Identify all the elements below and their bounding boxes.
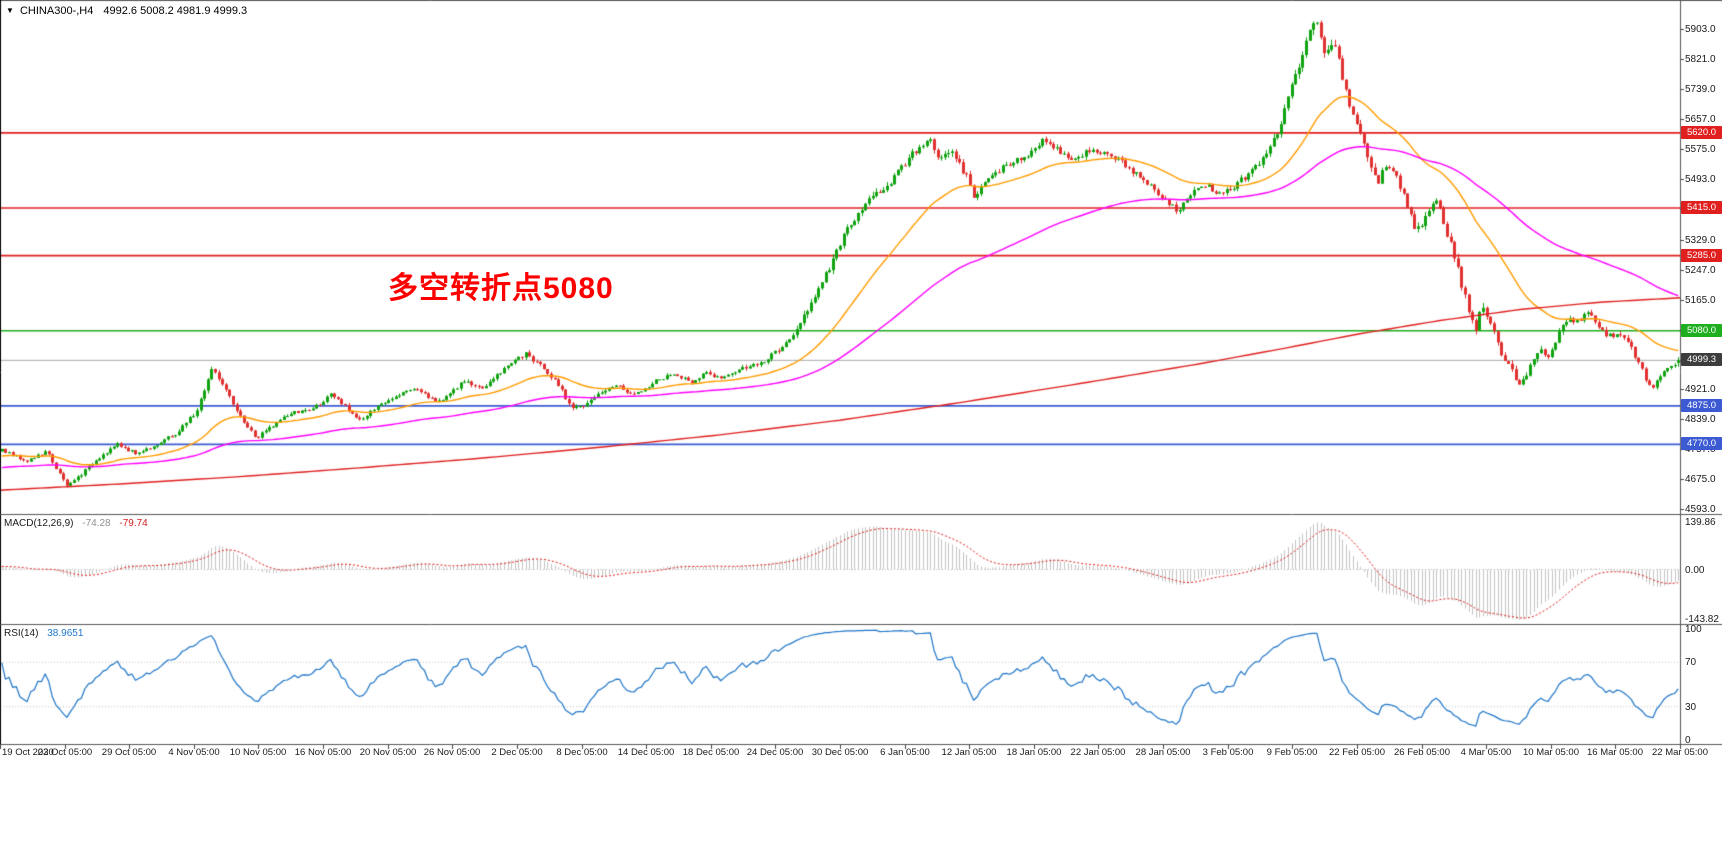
macd-title: MACD(12,26,9) (4, 518, 74, 529)
date-label: 16 Mar 05:00 (1587, 747, 1643, 758)
price-axis-label: 4839.0 (1685, 414, 1716, 425)
rsi-axis-label: 30 (1685, 702, 1697, 713)
symbol-timeframe-label: CHINA300-,H4 (19, 5, 94, 17)
date-label: 4 Nov 05:00 (168, 747, 220, 758)
date-label: 19 Oct 2020 (2, 747, 54, 758)
date-label: 10 Mar 05:00 (1523, 747, 1579, 758)
date-label: 12 Jan 05:00 (941, 747, 997, 758)
date-label: 2 Dec 05:00 (491, 747, 543, 758)
date-label: 9 Feb 05:00 (1266, 747, 1318, 758)
price-axis-label: 4675.0 (1685, 474, 1716, 485)
date-label: 18 Jan 05:00 (1006, 747, 1062, 758)
price-axis-label: 5903.0 (1685, 24, 1716, 35)
ohlc-values: 4992.6 5008.2 4981.9 4999.3 (103, 5, 248, 17)
date-label: 22 Feb 05:00 (1329, 747, 1385, 758)
price-tag-4770.0[interactable]: 4770.0 (1681, 437, 1722, 450)
price-axis-label: 4921.0 (1685, 384, 1716, 395)
date-label: 28 Jan 05:00 (1135, 747, 1191, 758)
date-label: 14 Dec 05:00 (617, 747, 675, 758)
rsi-axis-label: 70 (1685, 657, 1697, 668)
date-label: 18 Dec 05:00 (682, 747, 740, 758)
macd-value-signal: -79.74 (119, 518, 148, 529)
date-label: 26 Feb 05:00 (1394, 747, 1450, 758)
date-label: 10 Nov 05:00 (229, 747, 287, 758)
price-tag-5285.0[interactable]: 5285.0 (1681, 249, 1722, 262)
date-label: 24 Dec 05:00 (746, 747, 804, 758)
date-label: 23 Oct 05:00 (37, 747, 93, 758)
price-axis-label: 5657.0 (1685, 114, 1716, 125)
rsi-title: RSI(14) (4, 628, 39, 639)
rsi-value: 38.9651 (47, 628, 84, 639)
price-axis-label: 5329.0 (1685, 235, 1716, 246)
price-axis-label: 5165.0 (1685, 295, 1716, 306)
chart-header: ▼ CHINA300-,H4 4992.6 5008.2 4981.9 4999… (6, 5, 247, 17)
current-price-tag[interactable]: 4999.3 (1681, 353, 1722, 366)
rsi-axis-label: 100 (1685, 624, 1702, 635)
price-axis-label: 4593.0 (1685, 504, 1716, 515)
date-label: 22 Mar 05:00 (1652, 747, 1708, 758)
macd-value-main: -74.28 (82, 518, 111, 529)
price-axis-label: 5247.0 (1685, 265, 1716, 276)
date-label: 30 Dec 05:00 (811, 747, 869, 758)
date-label: 8 Dec 05:00 (556, 747, 608, 758)
rsi-indicator-label: RSI(14) 38.9651 (4, 628, 83, 639)
price-axis-label: 5575.0 (1685, 144, 1716, 155)
price-tag-5415.0[interactable]: 5415.0 (1681, 201, 1722, 214)
price-tag-4875.0[interactable]: 4875.0 (1681, 399, 1722, 412)
macd-axis-label: 0.00 (1685, 565, 1705, 576)
annotation-text[interactable]: 多空转折点5080 (388, 272, 614, 305)
date-label: 20 Nov 05:00 (359, 747, 417, 758)
price-axis-label: 5493.0 (1685, 174, 1716, 185)
date-label: 4 Mar 05:00 (1460, 747, 1512, 758)
date-label: 29 Oct 05:00 (101, 747, 157, 758)
date-label: 6 Jan 05:00 (880, 747, 930, 758)
symbol-dropdown-icon[interactable]: ▼ (6, 6, 14, 15)
macd-axis-label: 139.86 (1685, 517, 1716, 528)
macd-axis-label: -143.82 (1685, 614, 1719, 625)
date-label: 3 Feb 05:00 (1202, 747, 1254, 758)
rsi-axis-label: 0 (1685, 735, 1691, 746)
price-tag-5620.0[interactable]: 5620.0 (1681, 126, 1722, 139)
date-label: 22 Jan 05:00 (1070, 747, 1126, 758)
macd-indicator-label: MACD(12,26,9) -74.28 -79.74 (4, 518, 148, 529)
date-label: 16 Nov 05:00 (294, 747, 352, 758)
price-axis-label: 5739.0 (1685, 84, 1716, 95)
price-axis-label: 5821.0 (1685, 54, 1716, 65)
price-tag-5080.0[interactable]: 5080.0 (1681, 324, 1722, 337)
date-label: 26 Nov 05:00 (423, 747, 481, 758)
